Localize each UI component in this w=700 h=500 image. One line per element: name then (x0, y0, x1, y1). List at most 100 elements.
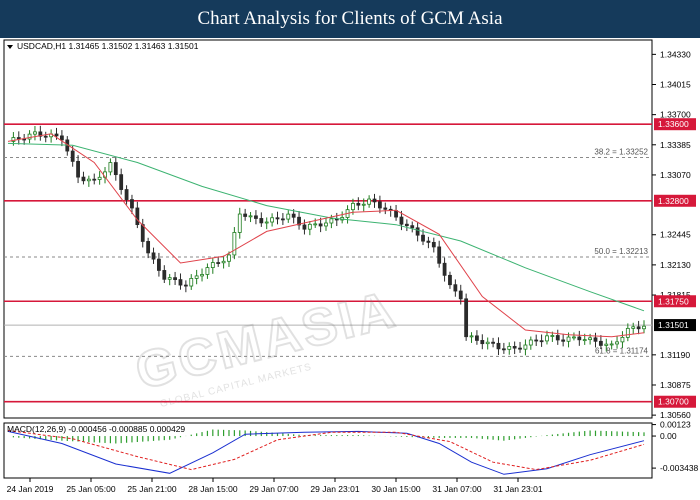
candle-body (307, 223, 312, 230)
candle-body (528, 339, 533, 346)
candle-body (394, 210, 398, 218)
report-header: Chart Analysis for Clients of GCM Asia (0, 0, 700, 38)
y-tick-label: 1.30560 (660, 410, 691, 420)
candle-body (642, 325, 646, 330)
candle-body (566, 336, 571, 342)
candle-body (43, 135, 48, 138)
y-tick-label: 1.33385 (660, 140, 691, 150)
candle-body (437, 246, 442, 264)
candle-body (194, 275, 199, 279)
y-tick-label: 1.30875 (660, 380, 691, 390)
x-tick-label: 28 Jan 15:00 (188, 484, 237, 494)
candle-body (448, 274, 452, 286)
candle-body (475, 335, 479, 341)
candle-body (534, 339, 539, 342)
candle-body (367, 198, 372, 205)
candle-body (227, 254, 231, 262)
candle-body (119, 174, 124, 190)
candle-body (458, 290, 463, 300)
candle-body (598, 340, 603, 346)
candle-body (383, 207, 388, 210)
candle-body (421, 234, 425, 242)
candle-body (442, 262, 447, 276)
candle-body (491, 341, 495, 344)
candle-body (11, 137, 16, 142)
candle-body (92, 178, 97, 181)
price-chart[interactable]: 1.34330 1.34015 1.33700 1.33385 1.33070 1.324… (0, 38, 700, 500)
candle-body (431, 241, 436, 248)
candle-body (280, 218, 285, 221)
report-title: Chart Analysis for Clients of GCM Asia (197, 8, 503, 29)
candle-body (512, 346, 517, 349)
candle-body (501, 348, 506, 351)
y-tick-label: 1.33700 (660, 110, 691, 120)
candle-body (404, 223, 409, 227)
macd-panel-frame (3, 422, 653, 479)
macd-signal-line (7, 430, 645, 471)
watermark-logo: GCMASIA GLOBAL CAPITAL MARKETS (129, 279, 404, 410)
macd-y-tick-label: -0.003438 (660, 463, 699, 473)
candle-body (205, 267, 210, 275)
x-tick-label: 31 Jan 23:01 (493, 484, 542, 494)
x-tick-label: 29 Jan 23:01 (310, 484, 359, 494)
candle-body (200, 274, 204, 277)
candle-body (243, 213, 248, 217)
ma-slow-line (7, 142, 645, 312)
candle-body (291, 213, 296, 218)
candle-body (572, 336, 576, 339)
candle-body (485, 341, 490, 345)
candle-body (636, 326, 641, 330)
candle-body (318, 223, 323, 227)
candle-body (496, 342, 501, 350)
candle-body (27, 133, 32, 140)
candle-body (130, 199, 134, 209)
candle-body (415, 227, 420, 236)
candle-body (329, 218, 334, 224)
candle-body (254, 215, 258, 219)
candle-body (178, 279, 183, 286)
candle-body (264, 221, 269, 224)
candle-body (146, 241, 151, 254)
candle-body (545, 335, 549, 342)
candle-body (275, 217, 280, 220)
candle-body (221, 260, 226, 264)
candle-body (518, 347, 522, 350)
macd-y-tick-label: 0.00123 (660, 420, 691, 430)
y-tick-label: 1.32130 (660, 260, 691, 270)
macd-label: MACD(12,26,9) -0.000456 -0.000885 0.0004… (7, 424, 185, 434)
candle-body (469, 335, 474, 338)
y-tick-label: 1.32445 (660, 230, 691, 240)
candle-body (59, 135, 64, 141)
ma-fast-line (7, 133, 645, 338)
candle-body (38, 131, 43, 137)
candle-body (216, 262, 221, 264)
fibonacci-label: 50.0 = 1.32213 (594, 247, 648, 256)
candle-body (167, 277, 172, 280)
candle-body (81, 176, 86, 182)
candle-body (410, 225, 415, 229)
candle-body (183, 284, 188, 287)
key-level-label: 1.33600 (658, 119, 689, 129)
candle-body (86, 178, 91, 182)
x-tick-label: 25 Jan 21:00 (127, 484, 176, 494)
key-level-label: 1.31750 (658, 296, 689, 306)
candle-body (113, 162, 118, 176)
candle-body (232, 232, 237, 256)
candle-body (464, 298, 469, 338)
macd-panel: 24 Jan 2019 25 Jan 05:00 25 Jan 21:00 28 Ja… (3, 420, 699, 494)
candle-body (97, 176, 102, 180)
macd-main-line (7, 430, 645, 475)
candle-body (286, 213, 291, 220)
candle-body (604, 343, 609, 346)
current-price-tag (654, 319, 696, 332)
candle-body (377, 201, 382, 209)
candle-body (70, 150, 75, 162)
candle-body (480, 340, 485, 345)
y-tick-label: 1.33070 (660, 170, 691, 180)
candle-body (507, 346, 512, 350)
candle-body (561, 339, 566, 342)
key-level-label: 1.32800 (658, 196, 689, 206)
candle-body (237, 213, 242, 233)
dropdown-triangle-icon (7, 45, 13, 49)
candle-body (313, 223, 318, 226)
